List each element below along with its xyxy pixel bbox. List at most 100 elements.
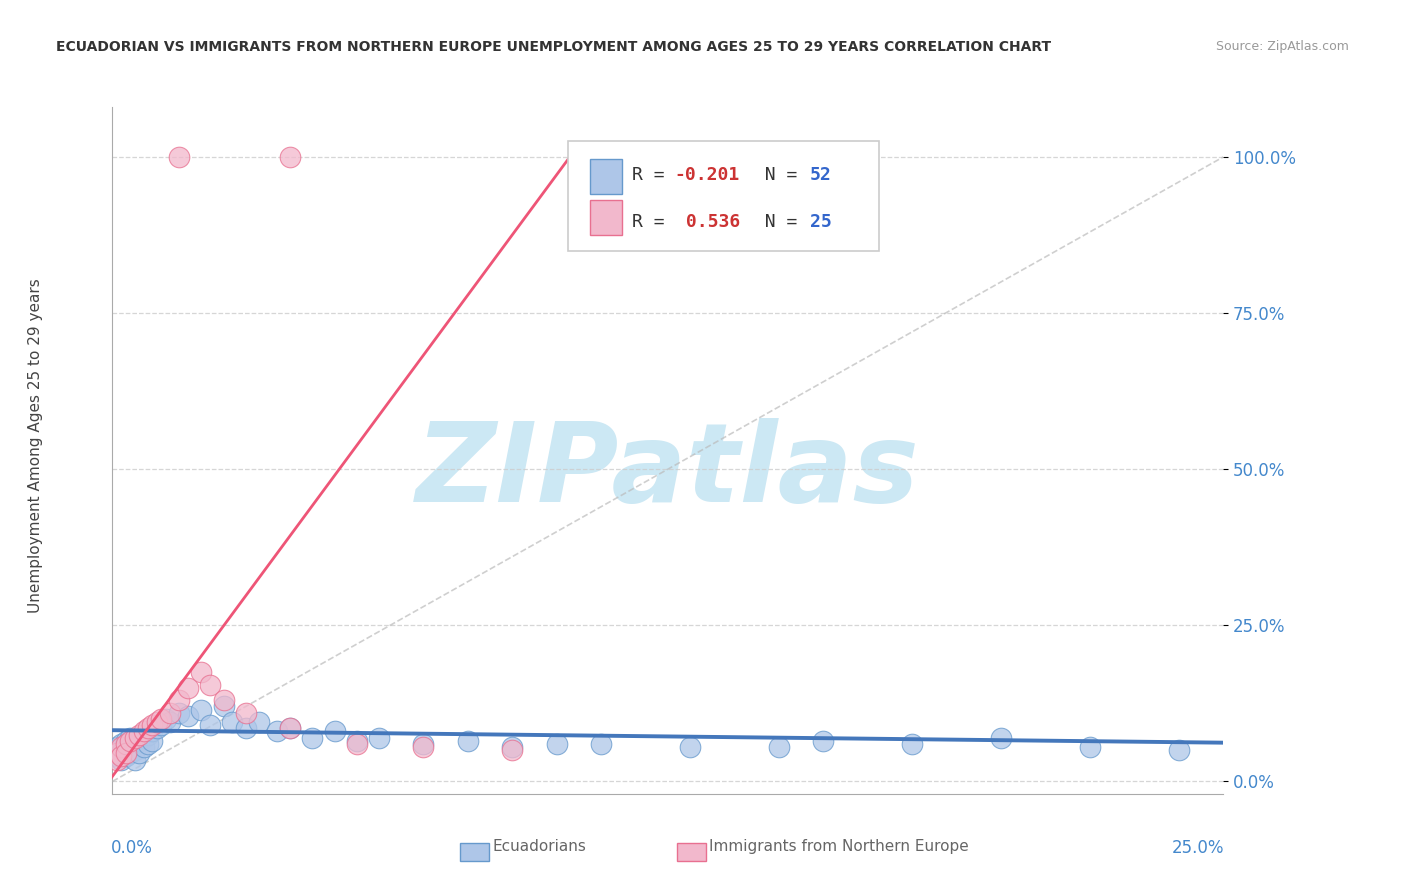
Point — [155, 712, 177, 726]
Point — [110, 749, 132, 764]
Point — [136, 737, 159, 751]
Point — [159, 715, 181, 730]
Point — [124, 737, 146, 751]
Point — [136, 721, 159, 735]
FancyBboxPatch shape — [591, 159, 623, 194]
Point — [412, 737, 434, 751]
Point — [501, 743, 523, 757]
Point — [412, 740, 434, 755]
Point — [114, 737, 136, 751]
Point — [768, 740, 790, 755]
Point — [266, 724, 288, 739]
Text: 25.0%: 25.0% — [1171, 838, 1225, 856]
Point — [128, 733, 150, 747]
Point — [105, 746, 128, 760]
Point — [120, 733, 142, 747]
Point — [323, 724, 346, 739]
Point — [278, 721, 301, 735]
Text: ECUADORIAN VS IMMIGRANTS FROM NORTHERN EUROPE UNEMPLOYMENT AMONG AGES 25 TO 29 Y: ECUADORIAN VS IMMIGRANTS FROM NORTHERN E… — [56, 40, 1052, 54]
Point — [235, 706, 257, 720]
Point — [150, 712, 173, 726]
Point — [110, 740, 132, 755]
Text: R =: R = — [633, 212, 676, 231]
Point — [120, 731, 142, 745]
Point — [200, 678, 222, 692]
Point — [901, 737, 924, 751]
Point — [235, 721, 257, 735]
Point — [591, 737, 613, 751]
Text: Ecuadorians: Ecuadorians — [492, 838, 586, 854]
Point — [141, 724, 163, 739]
Text: R =: R = — [633, 166, 676, 184]
Text: 25: 25 — [810, 212, 832, 231]
Text: -0.201: -0.201 — [675, 166, 740, 184]
Text: N =: N = — [744, 212, 808, 231]
Point — [177, 708, 200, 723]
Point — [301, 731, 323, 745]
Point — [278, 721, 301, 735]
Point — [247, 715, 270, 730]
Point — [110, 746, 132, 760]
Point — [167, 706, 190, 720]
Point — [177, 681, 200, 695]
FancyBboxPatch shape — [568, 141, 879, 252]
Text: 52: 52 — [810, 166, 832, 184]
Point — [159, 706, 181, 720]
Text: 0.0%: 0.0% — [111, 838, 153, 856]
Point — [190, 703, 212, 717]
Text: Immigrants from Northern Europe: Immigrants from Northern Europe — [709, 838, 969, 854]
Point — [457, 733, 479, 747]
Point — [124, 753, 146, 767]
Point — [141, 733, 163, 747]
Point — [221, 715, 243, 730]
FancyBboxPatch shape — [460, 843, 489, 861]
Point — [167, 150, 190, 164]
Point — [501, 740, 523, 755]
Point — [132, 731, 155, 745]
Point — [813, 733, 835, 747]
Point — [146, 715, 169, 730]
Point — [132, 740, 155, 755]
Point — [167, 693, 190, 707]
Point — [346, 737, 368, 751]
Point — [120, 740, 142, 755]
Point — [990, 731, 1012, 745]
Text: N =: N = — [744, 166, 808, 184]
Point — [1078, 740, 1101, 755]
Point — [105, 749, 128, 764]
Point — [368, 731, 391, 745]
Point — [278, 150, 301, 164]
FancyBboxPatch shape — [591, 200, 623, 235]
Point — [1167, 743, 1189, 757]
Point — [114, 733, 136, 747]
Point — [128, 746, 150, 760]
Point — [146, 721, 169, 735]
Point — [124, 731, 146, 745]
Point — [105, 740, 128, 755]
Point — [114, 746, 136, 760]
Point — [150, 718, 173, 732]
FancyBboxPatch shape — [676, 843, 706, 861]
Point — [546, 737, 568, 751]
Point — [128, 728, 150, 742]
Point — [114, 743, 136, 757]
Point — [190, 665, 212, 680]
Point — [110, 737, 132, 751]
Text: Source: ZipAtlas.com: Source: ZipAtlas.com — [1216, 40, 1350, 54]
Point — [120, 746, 142, 760]
Point — [110, 753, 132, 767]
Point — [346, 733, 368, 747]
Text: 0.536: 0.536 — [675, 212, 740, 231]
Point — [679, 740, 702, 755]
Point — [136, 728, 159, 742]
Text: ZIPatlas: ZIPatlas — [416, 417, 920, 524]
Point — [105, 753, 128, 767]
Text: Unemployment Among Ages 25 to 29 years: Unemployment Among Ages 25 to 29 years — [28, 278, 42, 614]
Point — [141, 718, 163, 732]
Point — [124, 743, 146, 757]
Point — [200, 718, 222, 732]
Point — [114, 749, 136, 764]
Point — [212, 693, 235, 707]
Point — [212, 699, 235, 714]
Point — [132, 724, 155, 739]
